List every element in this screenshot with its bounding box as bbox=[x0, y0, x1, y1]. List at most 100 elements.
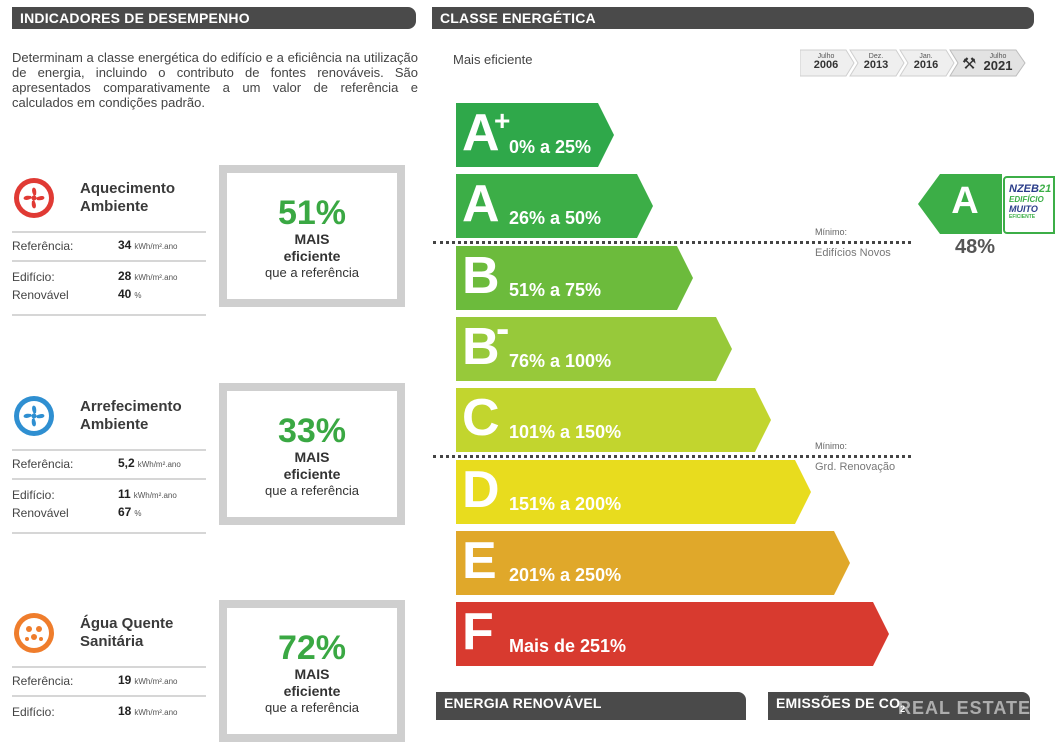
intro-text: Determinam a classe energética do edifíc… bbox=[12, 50, 418, 110]
indicator-1-bld-label: Edifício: bbox=[12, 488, 55, 502]
svg-text:⚒: ⚒ bbox=[962, 54, 976, 73]
current-class-letter: A bbox=[951, 180, 979, 222]
indicator-0-bld-label: Edifício: bbox=[12, 270, 55, 284]
min-reno-label: Mínimo: bbox=[815, 441, 848, 451]
indicator-1-icon bbox=[14, 396, 54, 436]
indicator-0-bld-value: 28 kWh/m².ano bbox=[118, 269, 178, 283]
class-5-range: 151% a 200% bbox=[509, 494, 622, 514]
min-reno-line bbox=[433, 455, 911, 458]
indicator-0-title: Aquecimento Ambiente bbox=[80, 180, 175, 216]
indicator-1-title-line2: Ambiente bbox=[80, 416, 149, 433]
indicator-2-bld-value: 18 kWh/m².ano bbox=[118, 704, 178, 718]
indicator-2-eficiente: eficiente bbox=[283, 683, 341, 699]
indicator-0-eficiente: eficiente bbox=[283, 248, 341, 264]
indicator-1-efficiency-box: 33% MAIS eficiente que a referência bbox=[219, 383, 405, 525]
class-5-letter: D bbox=[462, 461, 500, 519]
indicator-0-ref-label: Referência: bbox=[12, 239, 74, 253]
class-7-range: Mais de 251% bbox=[509, 636, 627, 656]
indicator-1-ref-value: 5,2 kWh/m².ano bbox=[118, 456, 181, 470]
date-2: Jan. 2016 bbox=[913, 53, 939, 71]
class-3-range: 76% a 100% bbox=[509, 351, 612, 371]
class-1-arrow-shape bbox=[456, 174, 653, 238]
class-bar-5: D 151% a 200% bbox=[456, 460, 811, 524]
class-3-arrow-shape bbox=[456, 317, 732, 381]
class-bar-6: E 201% a 250% bbox=[456, 531, 850, 595]
indicator-1-ref-text: que a referência bbox=[265, 483, 359, 498]
indicator-0-ren-value: 40% bbox=[118, 287, 142, 301]
class-1-letter: A bbox=[462, 175, 500, 233]
class-bar-3: B - 76% a 100% bbox=[456, 307, 732, 381]
renewable-energy-header: ENERGIA RENOVÁVEL bbox=[436, 692, 746, 720]
indicator-0-icon bbox=[14, 178, 54, 218]
indicator-1-bld-value: 11 kWh/m².ano bbox=[118, 487, 177, 501]
indicator-2-ref-value: 19 kWh/m².ano bbox=[118, 673, 178, 687]
class-3-letter: B bbox=[462, 318, 500, 376]
current-class-pct: 48% bbox=[954, 236, 996, 258]
indicator-0-mais: MAIS bbox=[294, 231, 330, 247]
class-3-modifier: - bbox=[496, 307, 510, 351]
water-drops-icon bbox=[19, 618, 49, 648]
current-class-arrow-icon bbox=[918, 174, 1002, 234]
indicator-2-title-line2: Sanitária bbox=[80, 633, 144, 650]
class-bar-2: B 51% a 75% bbox=[456, 246, 693, 310]
date-1: Dez. 2013 bbox=[863, 53, 889, 71]
nzeb-line4: EFICIENTE bbox=[1009, 214, 1036, 220]
indicator-2-title: Água Quente Sanitária bbox=[80, 615, 173, 651]
right-section-header: CLASSE ENERGÉTICA bbox=[432, 7, 1034, 29]
indicator-2-ref-label: Referência: bbox=[12, 674, 74, 688]
class-4-letter: C bbox=[462, 389, 500, 447]
indicator-0-ref-value: 34 kWh/m².ano bbox=[118, 238, 178, 252]
indicator-0-divider-bottom bbox=[12, 314, 206, 316]
mais-eficiente-label: Mais eficiente bbox=[453, 52, 533, 67]
fan-icon bbox=[19, 183, 49, 213]
class-bar-1: A 26% a 50% bbox=[456, 174, 653, 238]
nzeb-line3: MUITO bbox=[1009, 204, 1038, 214]
indicator-2-pct: 72% bbox=[277, 629, 347, 667]
indicator-2-divider-mid bbox=[12, 695, 206, 697]
date-3: Julho 2021 bbox=[983, 53, 1013, 73]
class-2-range: 51% a 75% bbox=[509, 280, 602, 300]
class-2-arrow-shape bbox=[456, 246, 693, 310]
min-new-line bbox=[433, 241, 911, 244]
class-bar-0: A + 0% a 25% bbox=[456, 103, 614, 167]
co2-header-sub: 2 bbox=[900, 703, 906, 714]
left-section-header: INDICADORES DE DESEMPENHO bbox=[12, 7, 416, 29]
indicator-0-ren-label: Renovável bbox=[12, 288, 69, 302]
indicator-1-title-line1: Arrefecimento bbox=[80, 398, 182, 415]
co2-emissions-header: EMISSÕES DE CO2 bbox=[768, 692, 1030, 720]
class-2-letter: B bbox=[462, 247, 500, 305]
indicator-2-bld-label: Edifício: bbox=[12, 705, 55, 719]
indicator-0-title-line2: Ambiente bbox=[80, 198, 149, 215]
indicator-2-ref-text: que a referência bbox=[265, 700, 359, 715]
indicator-1-divider-top bbox=[12, 449, 206, 451]
nzeb-line2: EDIFÍCIO bbox=[1009, 195, 1044, 204]
indicator-1-title: Arrefecimento Ambiente bbox=[80, 398, 182, 434]
date-0: Julho 2006 bbox=[813, 53, 839, 71]
class-7-letter: F bbox=[462, 603, 494, 661]
indicator-0-divider-top bbox=[12, 231, 206, 233]
nzeb-text: NZEB bbox=[1009, 183, 1039, 195]
indicator-2-title-line1: Água Quente bbox=[80, 615, 174, 632]
class-6-arrow-shape bbox=[456, 531, 850, 595]
class-0-modifier: + bbox=[494, 105, 511, 136]
indicator-1-ren-value: 67% bbox=[118, 505, 142, 519]
min-new-label: Mínimo: bbox=[815, 227, 848, 237]
class-5-arrow-shape bbox=[456, 460, 811, 524]
class-6-letter: E bbox=[462, 532, 497, 590]
class-6-range: 201% a 250% bbox=[509, 565, 622, 585]
indicator-0-title-line1: Aquecimento bbox=[80, 180, 176, 197]
class-0-letter: A bbox=[462, 104, 500, 162]
class-bar-4: C 101% a 150% bbox=[456, 388, 771, 452]
class-4-arrow-shape bbox=[456, 388, 771, 452]
indicator-1-mais: MAIS bbox=[294, 449, 330, 465]
class-4-range: 101% a 150% bbox=[509, 422, 622, 442]
indicator-2-icon bbox=[14, 613, 54, 653]
dates-ribbon-icon: ⚒ bbox=[800, 49, 1026, 77]
min-new-text: Edifícios Novos bbox=[815, 247, 891, 259]
indicator-2-mais: MAIS bbox=[294, 666, 330, 682]
class-1-range: 26% a 50% bbox=[509, 208, 602, 228]
class-0-arrow-shape bbox=[456, 103, 614, 167]
class-7-arrow-shape bbox=[456, 602, 889, 666]
nzeb-year: 21 bbox=[1038, 183, 1052, 195]
class-bar-7: F Mais de 251% bbox=[456, 602, 889, 666]
